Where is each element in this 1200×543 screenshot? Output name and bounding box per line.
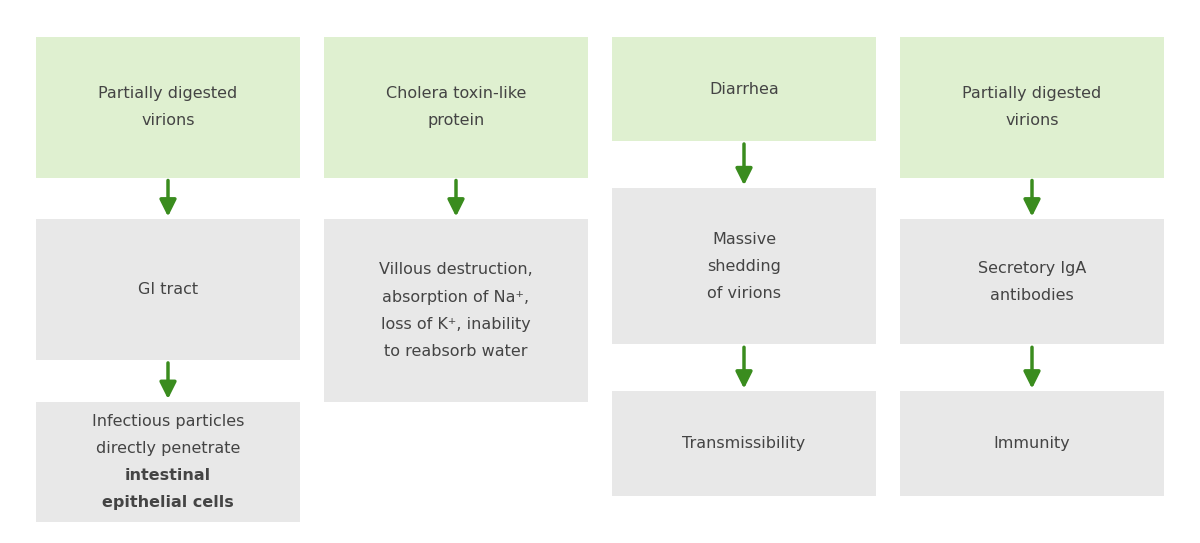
Text: Massive: Massive	[712, 232, 776, 247]
Text: Transmissibility: Transmissibility	[683, 436, 805, 451]
Text: antibodies: antibodies	[990, 288, 1074, 303]
Text: protein: protein	[427, 113, 485, 128]
Text: loss of K⁺, inability: loss of K⁺, inability	[382, 317, 530, 332]
Text: of virions: of virions	[707, 286, 781, 301]
Text: Cholera toxin-like: Cholera toxin-like	[386, 86, 526, 101]
Text: Partially digested: Partially digested	[962, 86, 1102, 101]
Text: to reabsorb water: to reabsorb water	[384, 344, 528, 359]
FancyBboxPatch shape	[612, 37, 876, 141]
Text: Secretory IgA: Secretory IgA	[978, 261, 1086, 276]
Text: Villous destruction,: Villous destruction,	[379, 262, 533, 277]
Text: absorption of Na⁺,: absorption of Na⁺,	[383, 289, 529, 305]
FancyBboxPatch shape	[900, 37, 1164, 178]
Text: Immunity: Immunity	[994, 436, 1070, 451]
FancyBboxPatch shape	[36, 402, 300, 522]
Text: virions: virions	[142, 113, 194, 128]
Text: Infectious particles: Infectious particles	[92, 414, 244, 428]
Text: GI tract: GI tract	[138, 282, 198, 297]
FancyBboxPatch shape	[612, 392, 876, 496]
FancyBboxPatch shape	[324, 219, 588, 402]
Text: shedding: shedding	[707, 259, 781, 274]
Text: virions: virions	[1006, 113, 1058, 128]
FancyBboxPatch shape	[324, 37, 588, 178]
FancyBboxPatch shape	[900, 219, 1164, 344]
FancyBboxPatch shape	[36, 219, 300, 360]
Text: directly penetrate: directly penetrate	[96, 441, 240, 456]
FancyBboxPatch shape	[612, 188, 876, 344]
Text: Partially digested: Partially digested	[98, 86, 238, 101]
FancyBboxPatch shape	[36, 37, 300, 178]
Text: epithelial cells: epithelial cells	[102, 495, 234, 510]
Text: intestinal: intestinal	[125, 468, 211, 483]
FancyBboxPatch shape	[900, 392, 1164, 496]
Text: Diarrhea: Diarrhea	[709, 81, 779, 97]
